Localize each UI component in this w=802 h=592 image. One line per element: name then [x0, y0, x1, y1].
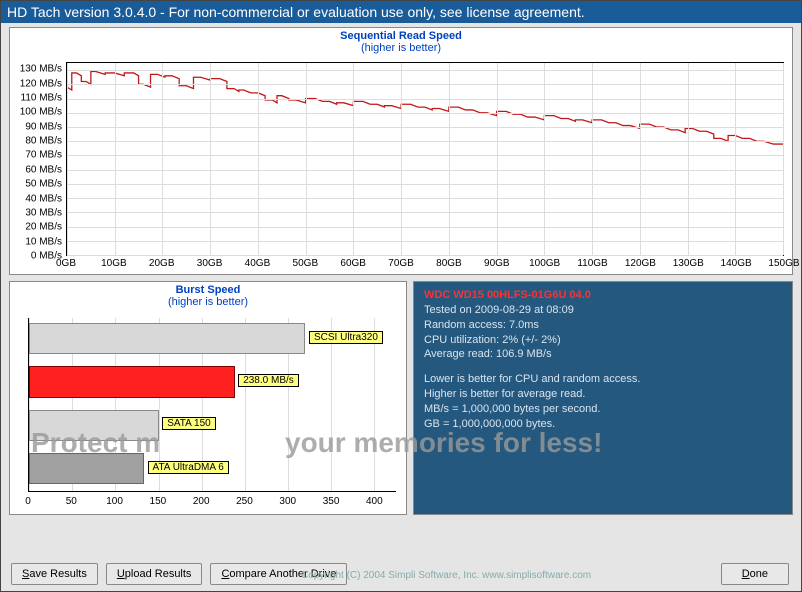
info-note: GB = 1,000,000,000 bytes.: [424, 417, 782, 432]
seq-plot-area: [66, 62, 784, 256]
upload-results-button[interactable]: Upload Results: [106, 563, 203, 585]
burst-bar-label: SATA 150: [162, 417, 216, 430]
save-results-button[interactable]: Save Results: [11, 563, 98, 585]
burst-bar-label: 238.0 MB/s: [238, 374, 299, 387]
info-panel: WDC WD15 00HLFS-01G6U 04.0 Tested on 200…: [413, 281, 793, 515]
seq-x-axis: 0GB10GB20GB30GB40GB50GB60GB70GB80GB90GB1…: [66, 258, 784, 272]
burst-bar-label: SCSI Ultra320: [309, 331, 383, 344]
burst-bar: [29, 410, 159, 441]
burst-chart-title: Burst Speed: [10, 282, 406, 296]
burst-bar: [29, 453, 144, 484]
burst-bar: [29, 323, 305, 354]
window-titlebar: HD Tach version 3.0.4.0 - For non-commer…: [1, 1, 801, 23]
seq-y-axis: 0 MB/s10 MB/s20 MB/s30 MB/s40 MB/s50 MB/…: [10, 62, 64, 256]
burst-chart-subtitle: (higher is better): [10, 296, 406, 308]
info-note: MB/s = 1,000,000 bytes per second.: [424, 402, 782, 417]
burst-plot-area: SCSI Ultra320 238.0 MB/s SATA 150 ATA Ultra…: [28, 318, 396, 492]
seq-chart-title: Sequential Read Speed: [10, 28, 792, 42]
button-row: Save Results Upload Results Compare Anot…: [11, 563, 347, 585]
info-note: Higher is better for average read.: [424, 387, 782, 402]
cpu-utilization: CPU utilization: 2% (+/- 2%): [424, 333, 782, 348]
burst-x-axis: 050100150200250300350400: [28, 496, 396, 510]
done-button[interactable]: Done: [721, 563, 789, 585]
burst-bar: [29, 366, 235, 397]
copyright-text: Copyright (C) 2004 Simpli Software, Inc.…: [301, 570, 591, 581]
drive-model: WDC WD15 00HLFS-01G6U 04.0: [424, 288, 782, 303]
sequential-read-chart: Sequential Read Speed (higher is better)…: [9, 27, 793, 275]
burst-speed-chart: Burst Speed (higher is better) SCSI Ultr…: [9, 281, 407, 515]
burst-bar-label: ATA UltraDMA 6: [148, 461, 229, 474]
tested-on: Tested on 2009-08-29 at 08:09: [424, 303, 782, 318]
random-access: Random access: 7.0ms: [424, 318, 782, 333]
average-read: Average read: 106.9 MB/s: [424, 347, 782, 362]
seq-chart-subtitle: (higher is better): [10, 42, 792, 54]
info-note: Lower is better for CPU and random acces…: [424, 372, 782, 387]
